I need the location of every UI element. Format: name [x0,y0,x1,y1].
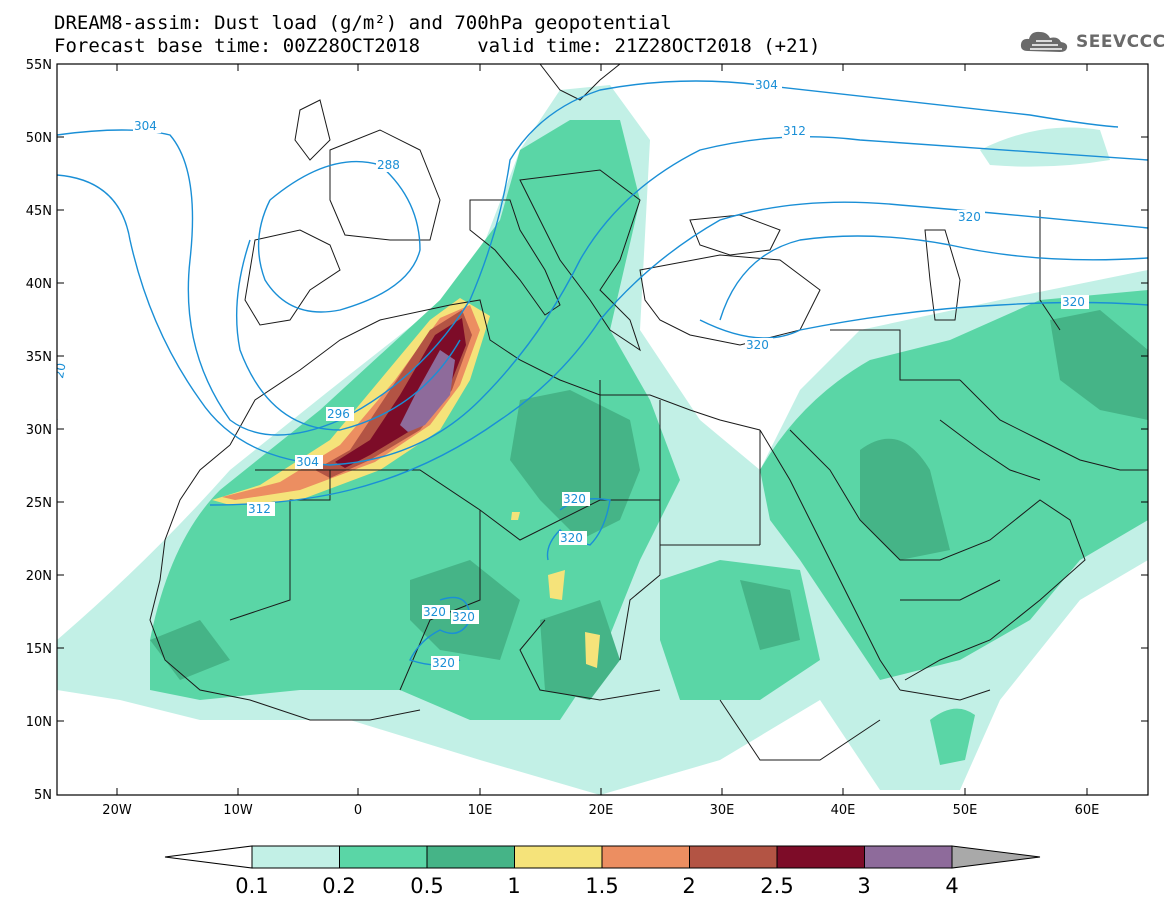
contour-labels: 304 288 304 312 320 320 320 296 304 312 … [52,78,1089,670]
contour-label: 304 [755,78,778,92]
lon-label: 20E [589,803,614,818]
geopotential-contours [57,80,1148,666]
colorbar-low-arrow [164,845,253,869]
lat-label: 45N [26,204,52,219]
colorbar-swatch [601,845,690,869]
contour-label: 320 [560,531,583,545]
colorbar-label: 2 [682,874,695,898]
contour-label: 20 [52,362,68,379]
colorbar-label: 4 [945,874,958,898]
lat-label: 40N [26,277,52,292]
colorbar-label: 2.5 [760,874,793,898]
lon-label: 40E [831,803,856,818]
logo-text: SEEVCCC [1076,32,1165,52]
lon-label: 60E [1075,803,1100,818]
contour-label: 320 [563,492,586,506]
colorbar-label: 0.1 [235,874,268,898]
colorbar-swatch [514,845,603,869]
lat-label: 35N [26,350,52,365]
colorbar: 0.1 0.2 0.5 1 1.5 2 2.5 3 4 [164,845,1041,898]
longitude-axis: 20W 10W 0 10E 20E 30E 40E 50E 60E [102,64,1099,818]
contour-label: 320 [958,210,981,224]
colorbar-swatch [251,845,340,869]
title-line-1: DREAM8-assim: Dust load (g/m²) and 700hP… [54,12,672,34]
colorbar-swatch [689,845,778,869]
cloud-logo-icon [1020,31,1068,52]
lat-label: 50N [26,131,52,146]
coastlines [149,64,1148,761]
colorbar-swatch [426,845,515,869]
lat-label: 25N [26,496,52,511]
contour-label: 296 [327,407,350,421]
contour-label: 320 [432,656,455,670]
lat-label: 10N [26,715,52,730]
lon-label: 10W [223,803,253,818]
lat-label: 5N [34,788,52,803]
contour-label: 304 [296,455,319,469]
lon-label: 50E [953,803,978,818]
lat-label: 55N [26,58,52,73]
colorbar-label: 1 [507,874,520,898]
colorbar-label: 1.5 [585,874,618,898]
lon-label: 20W [102,803,132,818]
lat-label: 15N [26,642,52,657]
contour-label: 320 [423,605,446,619]
contour-label: 320 [1062,295,1085,309]
lat-label: 20N [26,569,52,584]
colorbar-high-arrow [951,845,1041,869]
dust-shading-2.5 [335,318,466,468]
contour-label: 312 [783,124,806,138]
contour-label: 288 [377,158,400,172]
title-line-2: Forecast base time: 00Z28OCT2018 valid t… [54,35,821,57]
colorbar-swatch [339,845,428,869]
colorbar-label: 3 [857,874,870,898]
colorbar-swatch [864,845,953,869]
colorbar-label: 0.5 [410,874,443,898]
lon-label: 0 [354,803,362,818]
contour-label: 304 [134,119,157,133]
contour-label: 312 [248,502,271,516]
lon-label: 10E [468,803,493,818]
colorbar-label: 0.2 [322,874,355,898]
contour-label: 320 [746,338,769,352]
contour-label: 320 [452,610,475,624]
colorbar-swatch [776,845,865,869]
dust-shading-3 [400,350,455,432]
lat-label: 30N [26,423,52,438]
seevccc-logo: SEEVCCC [1018,27,1165,57]
lon-label: 30E [710,803,735,818]
latitude-axis: 55N 50N 45N 40N 35N 30N 25N 20N 15N 10N … [26,58,1148,803]
